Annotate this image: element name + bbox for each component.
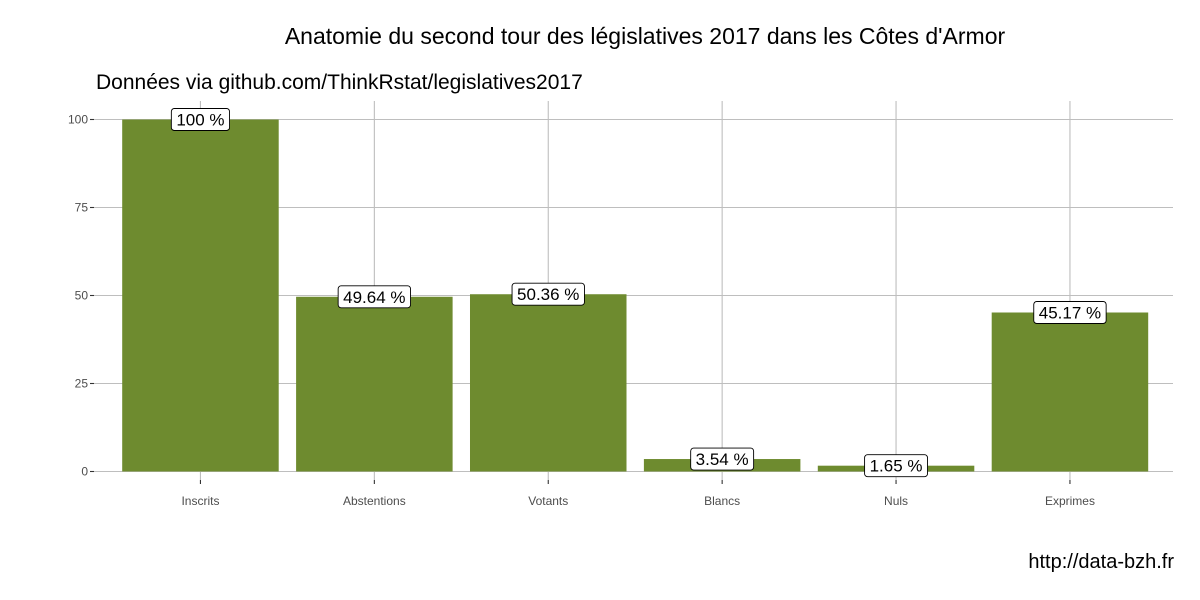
data-label-text: 1.65 %: [870, 457, 923, 476]
y-tick-label: 100: [68, 113, 88, 127]
x-tick-label: Nuls: [884, 494, 908, 508]
y-tick-label: 25: [75, 377, 89, 391]
data-label-box: [511, 282, 585, 306]
x-tick-label: Abstentions: [343, 494, 406, 508]
data-label: 49.64 %: [337, 285, 411, 309]
data-label-box: [170, 108, 231, 131]
chart-subtitle: Données via github.com/ThinkRstat/legisl…: [96, 71, 583, 94]
x-tick-label: Blancs: [704, 494, 740, 508]
data-label-box: [1033, 301, 1107, 324]
data-label-box: [337, 285, 411, 309]
x-tick-label: Votants: [528, 494, 568, 508]
data-label: 50.36 %: [511, 282, 585, 306]
y-tick-label: 0: [81, 465, 88, 479]
axis-layer: 0 25 50 75 100 Inscrits Abstentions Votants Blan…: [68, 113, 1095, 509]
data-label-text: 49.64 %: [343, 288, 405, 307]
bar-votants: [469, 294, 627, 472]
x-tick-label: Exprimes: [1045, 494, 1095, 508]
data-label-box: [690, 447, 755, 471]
data-label-text: 50.36 %: [517, 285, 579, 304]
y-tick-label: 50: [75, 289, 89, 303]
data-label: 1.65 %: [864, 454, 928, 478]
data-label-box: [864, 454, 928, 478]
chart-title: Anatomie du second tour des législatives…: [284, 23, 1006, 49]
bar-layer: [122, 119, 1149, 472]
data-label: 3.54 %: [690, 447, 755, 471]
data-label: 100 %: [170, 108, 231, 131]
data-label-text: 100 %: [176, 111, 224, 130]
data-label-layer: 100 % 49.64 % 50.36 % 3.54 % 1.65 % 45.17 %: [170, 108, 1107, 478]
data-label: 45.17 %: [1033, 301, 1107, 324]
y-tick-label: 75: [75, 201, 89, 215]
chart-caption: http://data-bzh.fr: [1028, 551, 1174, 573]
data-label-text: 45.17 %: [1039, 304, 1101, 323]
bar-exprimes: [991, 312, 1149, 472]
bar-abstentions: [296, 296, 453, 472]
bar-inscrits: [122, 119, 279, 472]
x-tick-label: Inscrits: [181, 494, 219, 508]
data-label-text: 3.54 %: [696, 450, 749, 469]
